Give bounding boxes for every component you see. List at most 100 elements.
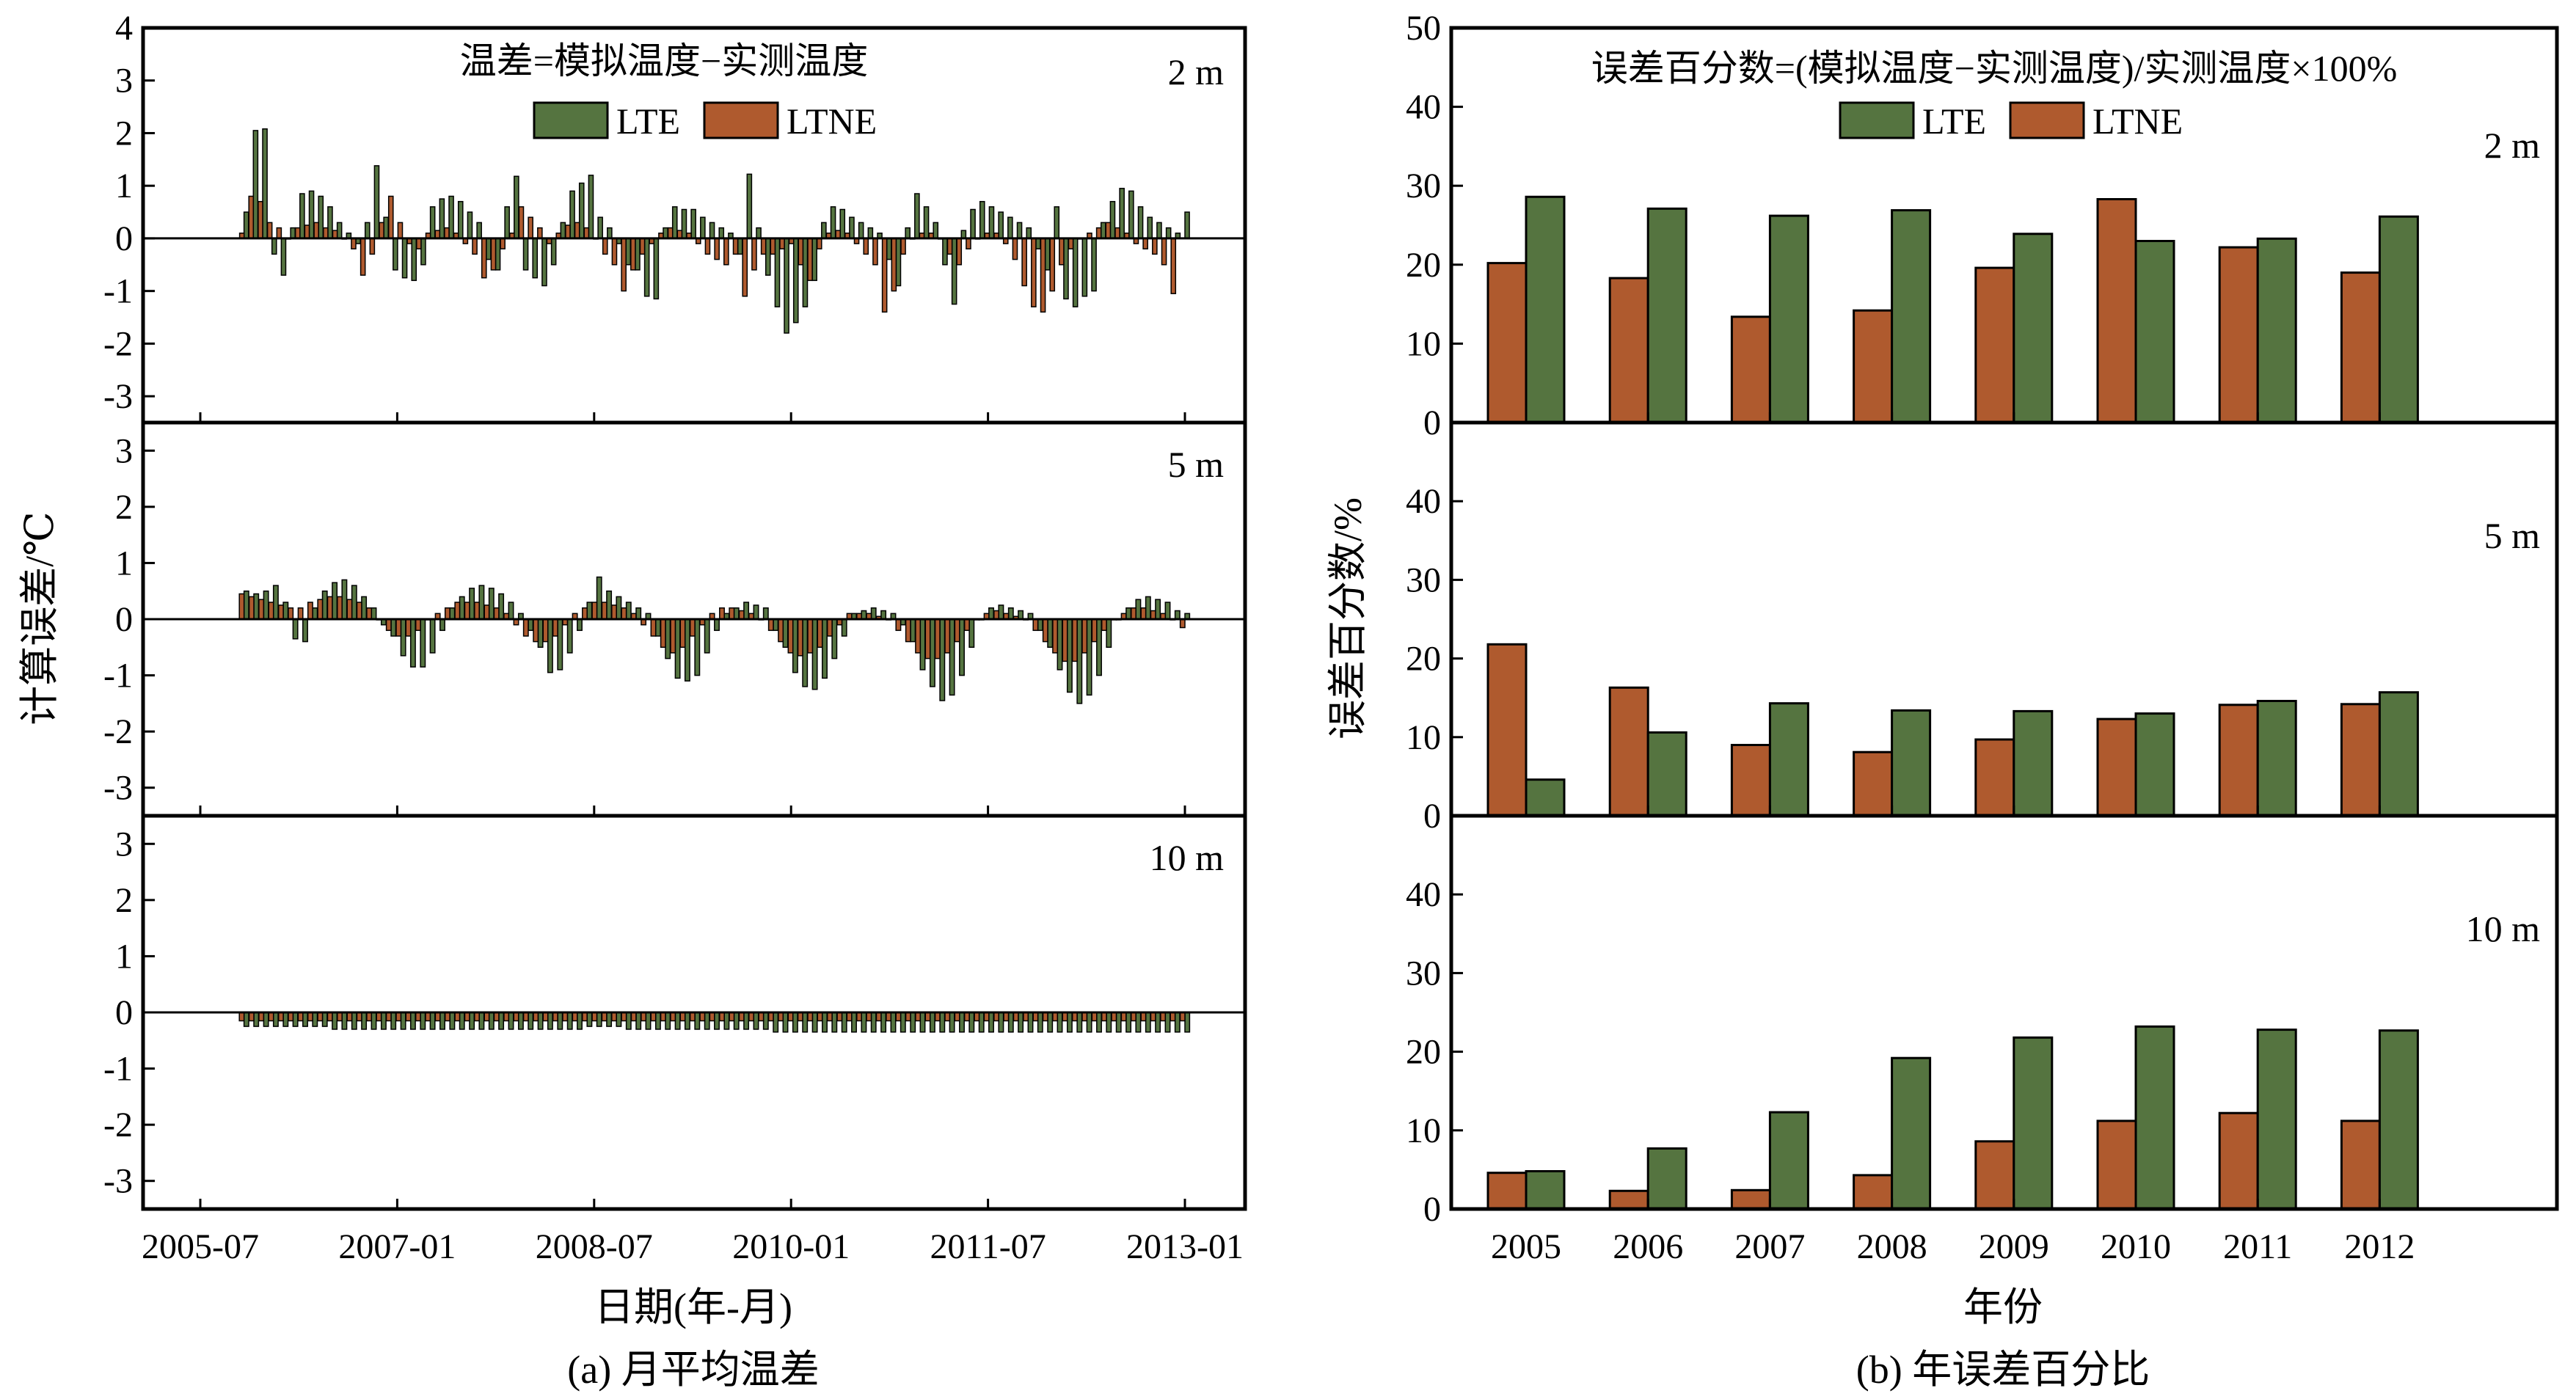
bar-lte-10m-73	[959, 1012, 965, 1033]
bar-lte-2m-20	[429, 206, 436, 239]
b-ytick-label-2m-5: 0	[1423, 403, 1441, 442]
bar-ltne-2m-78	[966, 238, 971, 249]
bar-ltne-2m-56	[760, 238, 767, 255]
panel-b-y-ticks-5m: 40 30 20 10 0	[1406, 482, 1463, 836]
bar-lte-2m-83	[1016, 222, 1023, 239]
bar-ltne-2m-61	[807, 238, 813, 282]
panel-b-subplot-5m: 40 30 20 10 0 5 m	[1406, 420, 2559, 836]
b-xtick-label-5: 2010	[2101, 1227, 2171, 1266]
panel-b-y-ticks-10m: 40 30 20 10 0	[1406, 875, 1463, 1229]
bar-lte-2m-54	[746, 173, 753, 239]
bar-lte-5m-1	[253, 593, 260, 620]
bar-lte-10m-65	[880, 1012, 887, 1033]
bar-ltne-2m-99	[1161, 238, 1167, 266]
bar-lte-2m-63	[830, 206, 836, 239]
b-ytick-label-10m-2: 20	[1406, 1033, 1441, 1072]
bar-lte-10m-43	[665, 1012, 671, 1030]
bar-lte-5m-74	[968, 618, 975, 649]
bar-ltne-2m-16	[387, 195, 394, 239]
bar-ltne-2m-9	[323, 227, 329, 239]
bar-ltne-undefined5m-2006	[1608, 686, 1649, 817]
bar-lte-2m-71	[905, 227, 911, 239]
bar-lte-2m-46	[671, 206, 678, 239]
bar-lte-undefined2m-2009	[2013, 233, 2054, 424]
bar-lte-2m-24	[467, 211, 473, 239]
bar-lte-10m-44	[674, 1012, 681, 1030]
a-ytick-label-2m-5: -1	[103, 272, 133, 311]
bar-ltne-2m-26	[481, 238, 487, 279]
bar-ltne-2m-25	[472, 238, 478, 255]
bar-lte-undefined10m-2007	[1768, 1111, 1809, 1210]
bar-ltne-5m-60	[826, 618, 833, 637]
bar-lte-10m-40	[635, 1012, 642, 1030]
bar-ltne-2m-47	[676, 230, 683, 239]
bar-ltne-10m-43	[660, 1012, 666, 1022]
bar-lte-10m-11	[351, 1012, 357, 1030]
bar-lte-5m-59	[822, 618, 828, 679]
panel-b-x-axis-label: 年份	[1963, 1285, 2043, 1329]
bar-lte-2m-98	[1156, 222, 1162, 239]
bar-lte-5m-16	[400, 618, 406, 657]
bar-lte-5m-13	[371, 607, 377, 620]
bar-ltne-5m-93	[1150, 610, 1156, 620]
bar-ltne-2m-97	[1142, 238, 1148, 249]
bar-ltne-5m-38	[611, 604, 617, 620]
bar-lte-10m-79	[1018, 1012, 1024, 1033]
bar-lte-5m-23	[469, 588, 475, 620]
bar-ltne-undefined2m-2011	[2218, 246, 2259, 424]
bar-ltne-2m-42	[630, 238, 636, 271]
bar-lte-5m-81	[1037, 618, 1043, 632]
bar-lte-2m-23	[457, 200, 464, 239]
bar-lte-10m-78	[1007, 1012, 1014, 1033]
bar-ltne-10m-5	[288, 1012, 294, 1022]
bar-ltne-10m-32	[552, 1012, 558, 1022]
bar-lte-2m-25	[476, 222, 482, 239]
bar-lte-10m-29	[528, 1012, 534, 1030]
bar-lte-10m-26	[498, 1012, 505, 1030]
bar-lte-undefined10m-2005	[1525, 1170, 1566, 1210]
bar-ltne-2m-98	[1152, 238, 1158, 255]
b-ytick-label-2m-1: 40	[1406, 88, 1441, 127]
a-ytick-label-10m-6: -3	[103, 1162, 133, 1201]
bar-lte-5m-61	[841, 618, 847, 637]
bar-ltne-10m-72	[944, 1012, 951, 1022]
bar-ltne-5m-32	[552, 618, 558, 637]
bar-ltne-5m-22	[454, 602, 461, 620]
bar-ltne-2m-43	[639, 238, 646, 255]
bar-ltne-5m-3	[268, 602, 274, 620]
a-ytick-label-2m-3: 1	[115, 167, 133, 205]
bar-ltne-10m-94	[1160, 1012, 1167, 1022]
b-xtick-label-1: 2006	[1613, 1227, 1683, 1266]
bar-lte-5m-83	[1057, 618, 1063, 671]
bar-ltne-2m-54	[742, 238, 748, 297]
bar-ltne-2m-35	[565, 224, 571, 239]
bar-ltne-2m-52	[723, 238, 729, 266]
bar-lte-10m-31	[547, 1012, 553, 1030]
bar-lte-10m-22	[459, 1012, 465, 1030]
bar-ltne-10m-23	[464, 1012, 470, 1022]
bar-ltne-10m-69	[915, 1012, 922, 1022]
bar-lte-5m-50	[733, 607, 740, 620]
bar-lte-5m-11	[351, 585, 357, 620]
bar-lte-2m-28	[504, 206, 510, 239]
bar-lte-10m-17	[409, 1012, 416, 1030]
panel-b-frame-10m	[1449, 814, 2559, 1211]
bar-ltne-2m-100	[1170, 238, 1177, 294]
bar-ltne-5m-87	[1091, 618, 1098, 643]
legend-lte-label-a: LTE	[616, 101, 680, 142]
bar-lte-10m-61	[841, 1012, 847, 1033]
bar-lte-undefined5m-2008	[1891, 709, 1932, 817]
panel-b-bars-2m	[1486, 195, 2419, 424]
a-ytick-label-5m-5: -2	[103, 712, 133, 751]
bar-ltne-10m-28	[513, 1012, 519, 1022]
bar-lte-5m-29	[528, 618, 534, 632]
bar-lte-10m-64	[870, 1012, 877, 1033]
bar-lte-2m-65	[849, 216, 855, 239]
bar-lte-5m-39	[625, 602, 632, 620]
bar-ltne-undefined5m-2011	[2218, 704, 2259, 817]
bar-ltne-2m-31	[528, 216, 533, 239]
bar-ltne-10m-53	[758, 1012, 765, 1022]
bar-lte-10m-12	[361, 1012, 368, 1030]
bar-lte-10m-18	[420, 1012, 426, 1030]
bar-ltne-2m-14	[369, 238, 376, 255]
